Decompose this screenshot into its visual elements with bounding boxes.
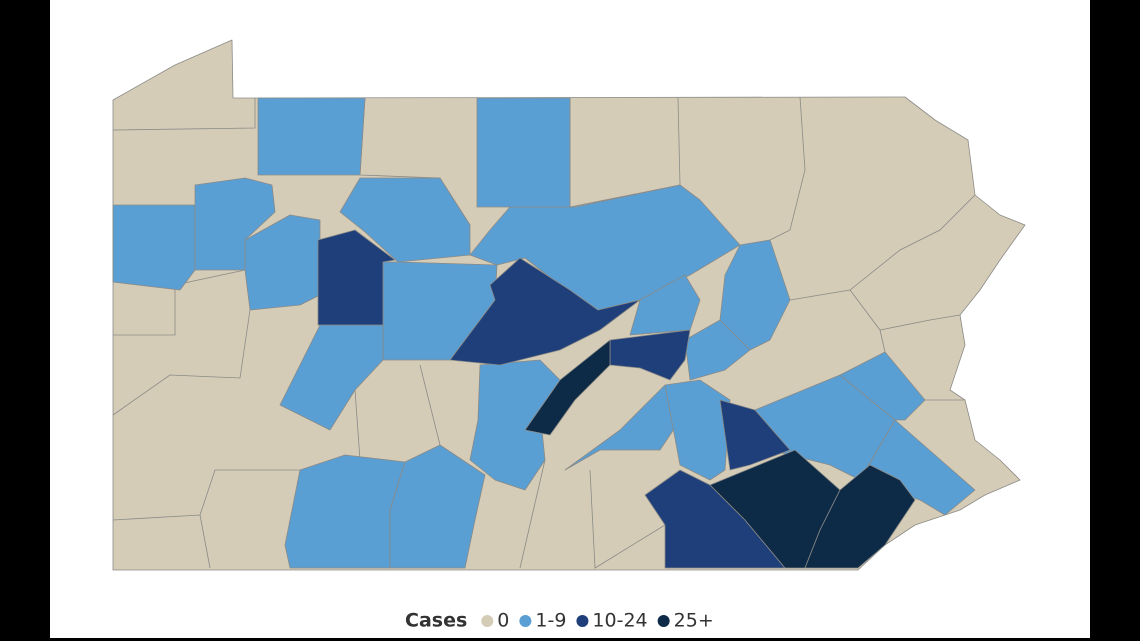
county	[257, 97, 366, 176]
legend-label: 1-9	[535, 610, 566, 632]
county-border	[519, 459, 546, 569]
county-border	[354, 389, 361, 461]
legend-swatch	[519, 615, 532, 627]
county	[339, 177, 471, 263]
county	[524, 339, 611, 436]
county	[469, 359, 561, 491]
county	[112, 204, 196, 291]
legend: Cases 0 1-9 10-24 25+	[405, 610, 714, 632]
county-border	[589, 469, 666, 569]
legend-swatch	[657, 615, 670, 627]
county-border	[789, 194, 976, 301]
state-map	[112, 39, 1026, 571]
county	[629, 274, 701, 336]
county	[284, 454, 406, 569]
legend-label: 10-24	[592, 610, 647, 632]
county-border	[419, 364, 441, 446]
county	[684, 319, 751, 381]
county-border	[879, 329, 886, 353]
county	[719, 399, 791, 471]
county-border	[112, 469, 300, 521]
county-border	[112, 309, 251, 416]
county-border	[849, 289, 961, 331]
county	[449, 257, 641, 366]
legend-label: 0	[497, 610, 509, 632]
county-border	[113, 269, 246, 336]
legend-swatch	[576, 615, 589, 627]
county	[664, 379, 731, 481]
county-border	[112, 98, 256, 131]
county	[839, 351, 926, 421]
county	[244, 214, 321, 311]
county	[719, 239, 791, 351]
county-border	[199, 514, 211, 569]
legend-label: 25+	[674, 610, 714, 632]
county	[476, 97, 571, 208]
county	[317, 229, 396, 326]
county	[194, 177, 276, 271]
county	[389, 444, 486, 569]
county-border	[769, 96, 806, 241]
bottom-bar	[50, 638, 1090, 641]
legend-swatch	[481, 615, 494, 627]
legend-title: Cases	[405, 610, 467, 632]
county	[804, 464, 916, 569]
